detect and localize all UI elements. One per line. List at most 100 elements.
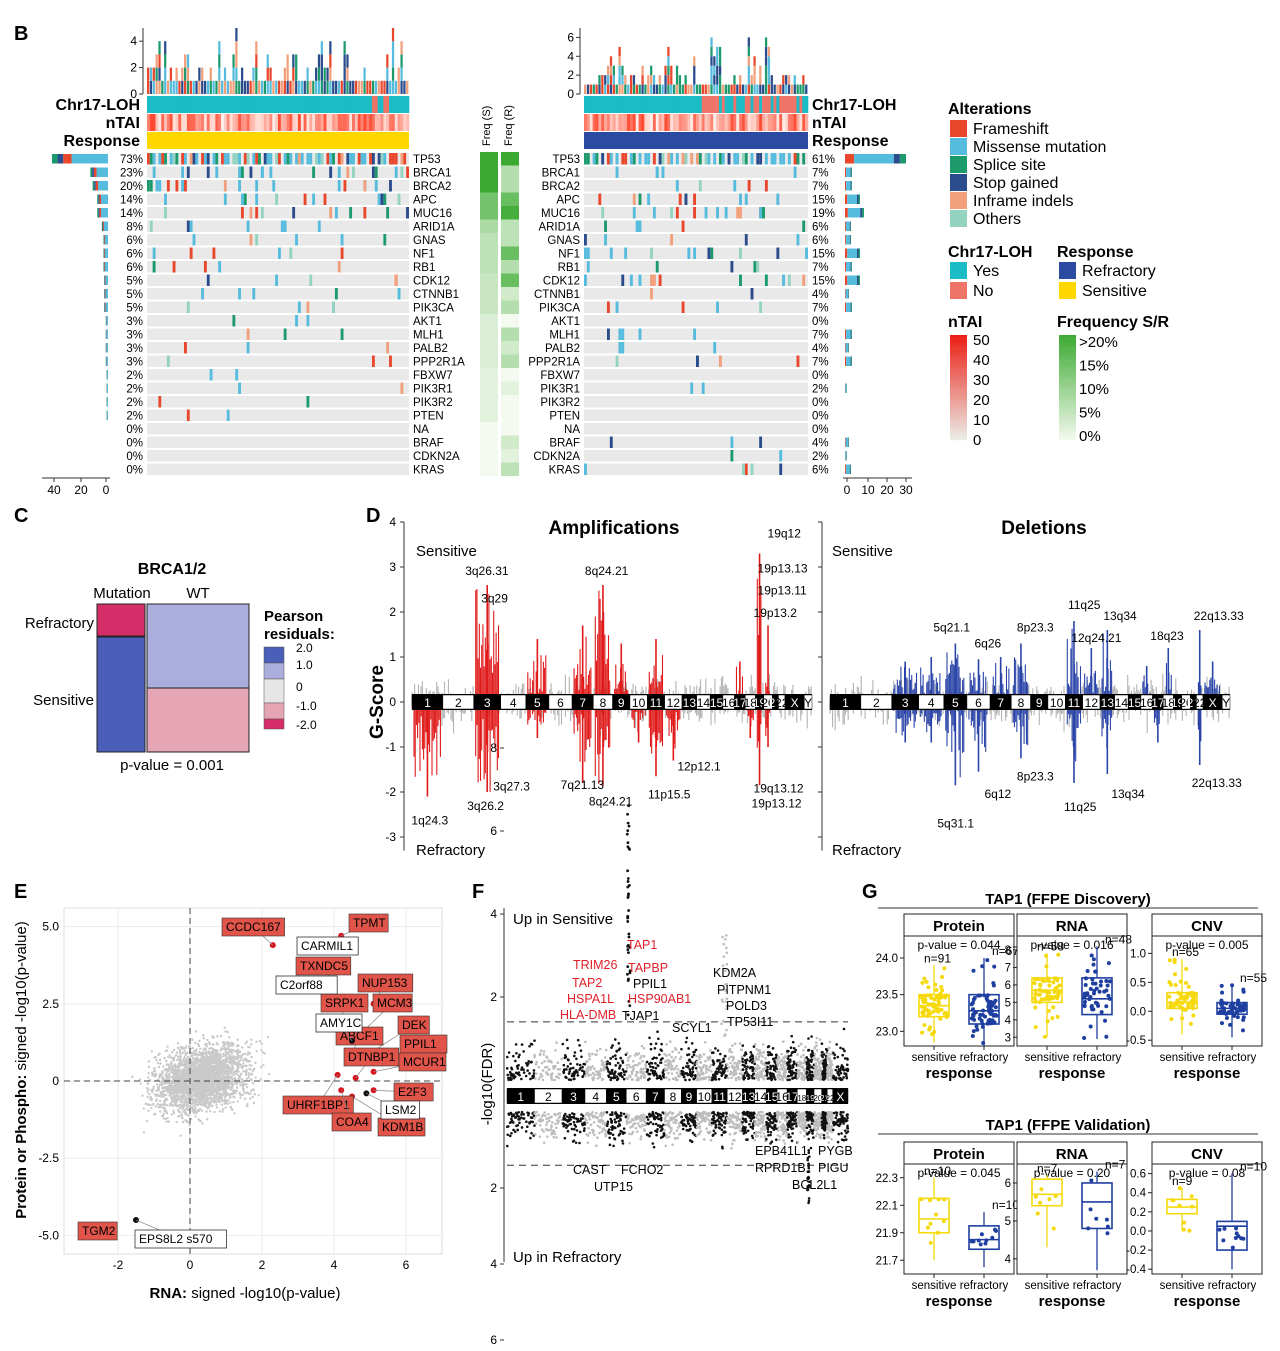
e-point [165, 1120, 167, 1122]
mutation-cell [238, 167, 241, 179]
top-bar-ticklabel: 4 [567, 49, 574, 63]
ntai-cell [238, 114, 241, 131]
top-bar-seg [748, 66, 750, 75]
mutation-cell [682, 221, 685, 233]
count-bar-right [846, 235, 850, 245]
mutation-cell [748, 180, 751, 192]
ntai-tick: 50 [973, 332, 990, 349]
freq-gradient [1059, 427, 1076, 429]
mutation-cell [238, 153, 241, 165]
mutation-cell [604, 234, 607, 246]
top-bar-seg [395, 81, 397, 94]
ntai-gradient [950, 337, 967, 339]
loh-cell [164, 96, 167, 113]
top-bar-seg [292, 54, 294, 67]
ntai-cell [768, 114, 771, 131]
ntai-cell [175, 114, 178, 131]
loh-cell [673, 96, 676, 113]
freq-s-cell [480, 260, 498, 274]
mutation-cell [241, 194, 244, 206]
ntai-cell [195, 114, 198, 131]
count-bar-right [850, 222, 851, 232]
freq-gradient [1059, 343, 1076, 345]
gene-label-left: PIK3R2 [413, 397, 453, 409]
top-bar-ticklabel: 4 [130, 34, 137, 48]
loh-cell [318, 96, 321, 113]
e-point [143, 1131, 145, 1133]
mutation-cell [739, 194, 742, 206]
ntai-cell [794, 114, 797, 131]
loh-cell [198, 96, 201, 113]
mutation-cell [332, 153, 335, 165]
ntai-cell [363, 114, 366, 131]
loh-cell [241, 96, 244, 113]
ntai-cell [232, 114, 235, 131]
count-bar-right [851, 181, 852, 191]
right-bar-ticklabel: 20 [880, 483, 894, 497]
count-bar-right [847, 249, 857, 259]
loh-cell [324, 96, 327, 113]
loh-cell [696, 96, 699, 113]
top-bar-seg [383, 81, 385, 94]
mutation-cell [607, 302, 610, 314]
top-bar-seg [318, 54, 320, 67]
mutation-cell [375, 167, 378, 179]
freq-gradient [1059, 354, 1076, 356]
ntai-cell [170, 114, 173, 131]
mutation-cell [400, 383, 403, 395]
freq-tick: 5% [1079, 405, 1101, 422]
top-bar-seg [728, 85, 730, 94]
mutation-cell [241, 207, 244, 219]
top-bar-seg [630, 75, 632, 84]
loh-cell [306, 96, 309, 113]
top-bar-seg [667, 47, 669, 56]
top-bar-seg [341, 81, 343, 94]
e-point [157, 1086, 159, 1088]
top-bar-seg [346, 68, 348, 81]
freq-gradient [1059, 352, 1076, 354]
mutation-cell [153, 248, 156, 260]
loh-cell [662, 96, 665, 113]
grid-row-bg [584, 450, 808, 462]
ntai-cell [400, 114, 403, 131]
loh-cell [158, 96, 161, 113]
loh-cell [312, 96, 315, 113]
ntai-gradient [950, 432, 967, 434]
loh-cell [687, 96, 690, 113]
count-bar-right [862, 208, 864, 218]
legend-alteration-label: Missense mutation [973, 139, 1106, 156]
peak-label-up: 19q12 [768, 527, 802, 541]
mutation-cell [716, 302, 719, 314]
mutation-cell [690, 383, 693, 395]
mutation-cell [289, 248, 292, 260]
ntai-cell [244, 114, 247, 131]
ntai-gradient [950, 360, 967, 362]
loh-cell [624, 96, 627, 113]
pct-sensitive: 2% [126, 411, 143, 423]
mutation-cell [278, 153, 281, 165]
ntai-cell [344, 114, 347, 131]
loh-cell [682, 96, 685, 113]
mutation-cell [304, 194, 307, 206]
residuals-title-1: Pearson [264, 608, 323, 625]
loh-cell [272, 96, 275, 113]
mosaic-cell-wt-sens [147, 688, 249, 752]
count-bar-right [859, 249, 861, 259]
gene-label-right: GNAS [547, 235, 580, 247]
ntai-cell [372, 114, 375, 131]
loh-cell [641, 96, 644, 113]
pct-refractory: 15% [812, 276, 835, 288]
e-point [198, 1040, 200, 1042]
gene-label-left: BRAF [413, 438, 444, 450]
chrom-label: 11 [1068, 696, 1081, 710]
mutation-cell [713, 342, 716, 354]
ntai-cell [776, 114, 779, 131]
ntai-gradient [950, 421, 967, 423]
mutation-cell [244, 194, 247, 206]
top-bar-seg [768, 66, 770, 75]
mutation-cell [326, 153, 329, 165]
ntai-cell [696, 114, 699, 131]
e-point [189, 1124, 191, 1126]
gene-label-left: BRCA2 [413, 181, 451, 193]
chrom-label: 14 [1115, 696, 1129, 710]
